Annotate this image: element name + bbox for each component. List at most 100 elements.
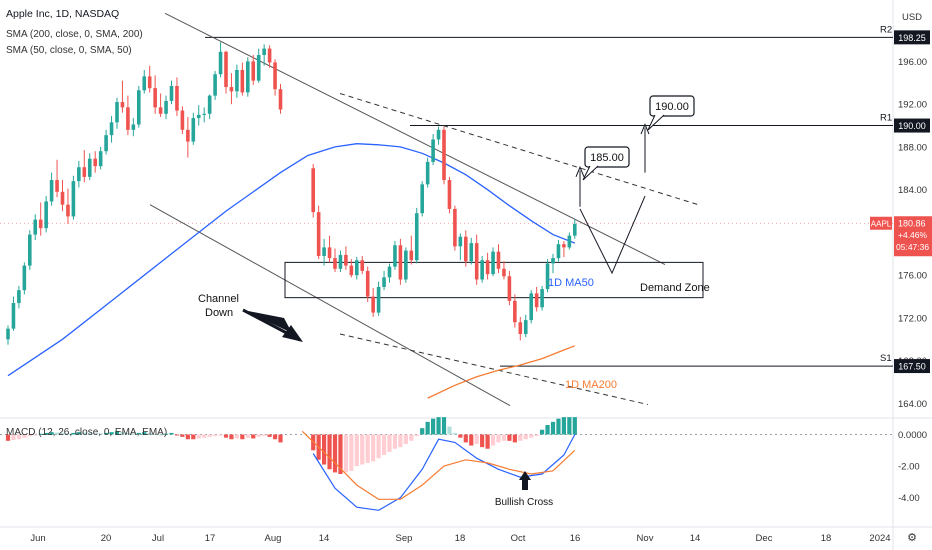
candle — [333, 248, 337, 272]
candle-body — [365, 270, 370, 297]
price-tick-label: 176.00 — [898, 271, 927, 282]
sma200-line — [427, 345, 576, 399]
candle — [109, 115, 114, 143]
macd-bar — [480, 434, 485, 448]
macd-bar — [109, 432, 114, 435]
candle — [382, 270, 386, 291]
level-tag-s1: S1 — [880, 353, 892, 364]
candle-body — [442, 129, 446, 181]
macd-histogram — [5, 417, 577, 474]
time-tick-label: 20 — [101, 533, 112, 544]
candle — [529, 290, 533, 324]
candle-body — [387, 266, 392, 278]
ma50-label: 1D MA50 — [548, 277, 594, 289]
macd-bar — [223, 434, 229, 438]
candle-body — [398, 245, 403, 280]
candle-body — [213, 74, 217, 96]
candle — [502, 261, 506, 280]
candle-body — [333, 258, 337, 269]
time-tick-label: 18 — [821, 533, 832, 544]
macd-bar — [398, 434, 403, 448]
macd-bar — [561, 417, 566, 435]
macd-bar — [71, 432, 76, 435]
candle-body — [420, 184, 424, 214]
level-value-box — [894, 118, 930, 133]
macd-bar — [104, 432, 109, 435]
candle — [545, 259, 550, 293]
macd-bar — [27, 434, 32, 437]
candle — [464, 230, 468, 267]
candle-body — [458, 236, 463, 247]
candle — [355, 257, 359, 280]
candle — [491, 247, 495, 277]
macd-bar — [11, 434, 16, 441]
price-tick-label: 164.00 — [898, 399, 927, 410]
candle — [551, 253, 555, 274]
candle-body — [322, 247, 326, 256]
last-price-value: 180.86 — [898, 219, 926, 229]
candle — [534, 286, 539, 312]
candle — [207, 94, 212, 120]
candle-body — [158, 107, 163, 114]
candle — [404, 247, 408, 283]
candle-body — [11, 302, 16, 329]
macd-lines — [301, 430, 576, 511]
candle — [120, 80, 125, 113]
macd-bar — [540, 429, 545, 435]
candle-body — [126, 107, 130, 130]
candle — [44, 196, 48, 233]
macd-bar — [22, 434, 27, 438]
channel-arrow-tip — [282, 325, 303, 342]
level-value-box — [894, 359, 930, 374]
macd-bar — [387, 434, 392, 452]
candle-body — [518, 322, 523, 334]
price-tick-label: 172.00 — [898, 313, 927, 324]
macd-bar — [447, 426, 452, 435]
candle — [496, 244, 501, 274]
annotations: 185.00 190.00 Demand Zone 1D MA50 1D MA200 Ch… — [198, 95, 710, 508]
price-tick-label: 184.00 — [898, 185, 927, 196]
candle — [38, 202, 43, 236]
macd-bar — [65, 433, 71, 435]
macd-bar — [136, 432, 141, 435]
macd-bar — [169, 432, 174, 435]
time-tick-label: Nov — [637, 533, 654, 544]
candle — [196, 105, 201, 126]
target-190-callout-box — [649, 95, 695, 117]
macd-bar — [381, 434, 387, 456]
moving-averages — [7, 143, 576, 399]
candle-body — [207, 95, 212, 114]
macd-bar — [463, 434, 468, 443]
macd-bar — [147, 432, 152, 435]
macd-bar — [49, 432, 54, 435]
time-tick-label: Sep — [396, 533, 413, 544]
level-tag-r1: R1 — [880, 113, 892, 124]
candle-body — [49, 180, 54, 202]
candle — [202, 107, 206, 123]
candle-body — [545, 263, 550, 290]
candle — [474, 234, 479, 285]
candle — [365, 266, 370, 302]
macd-bar — [38, 433, 43, 435]
macd-bar — [240, 434, 245, 440]
candle — [126, 95, 130, 136]
candle — [311, 164, 315, 218]
candle-body — [540, 289, 544, 308]
candle-body — [240, 69, 245, 93]
candle-body — [371, 296, 375, 313]
candle — [104, 129, 108, 155]
candle — [28, 230, 32, 270]
candle — [137, 85, 141, 128]
macd-bar — [550, 421, 556, 435]
candle-body — [77, 167, 81, 182]
candle-body — [338, 254, 343, 269]
candle-body — [431, 139, 435, 162]
candle-body — [556, 244, 561, 259]
candle — [22, 262, 27, 295]
candle-body — [567, 235, 572, 248]
candle — [458, 233, 463, 261]
last-price-symbol-box — [870, 216, 892, 230]
macd-bar — [572, 417, 577, 435]
candle-body — [404, 250, 408, 280]
